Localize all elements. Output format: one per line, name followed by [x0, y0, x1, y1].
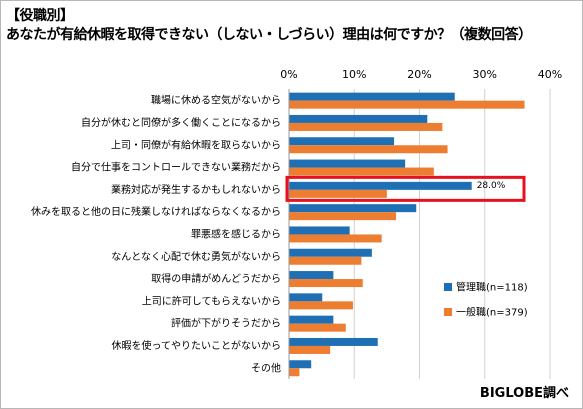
bar-general	[289, 122, 443, 131]
chart-title-line2: あなたが有給休暇を取得できない（しない・しづらい）理由は何ですか？（複数回答）	[6, 27, 532, 43]
bar-manager	[289, 204, 417, 213]
category-label: その他	[251, 361, 281, 374]
tick-label: 40%	[538, 68, 562, 81]
tick-label: 30%	[473, 68, 497, 81]
tick-label: 0%	[280, 68, 297, 81]
bar-manager	[289, 360, 312, 369]
tick-label: 20%	[407, 68, 431, 81]
bar-manager	[289, 181, 472, 190]
category-label: なんとなく心配で休む勇気がないから	[111, 250, 281, 263]
bar-general	[289, 368, 300, 377]
tick-label: 10%	[342, 68, 366, 81]
bar-manager	[289, 226, 350, 235]
bar-general	[289, 167, 434, 176]
category-label: 休暇を使ってやりたいことがないから	[112, 339, 282, 352]
bar-manager	[289, 315, 334, 324]
bar-manager	[289, 293, 323, 302]
bar-general	[289, 145, 448, 154]
bar-general	[289, 100, 525, 109]
category-label: 自分が休むと同僚が多く働くことになるから	[81, 116, 281, 129]
bar-general	[289, 323, 346, 332]
bar-manager	[289, 271, 334, 280]
bar-general	[289, 301, 353, 310]
category-label: 罪悪感を感じるから	[191, 227, 281, 240]
bar-manager	[289, 92, 455, 101]
bar-manager	[289, 137, 395, 146]
highlight-box	[285, 175, 526, 202]
chart-title-line1: 【役職別】	[6, 8, 74, 24]
bar-general	[289, 279, 363, 288]
category-label: 上司・同僚が有給休暇を取らないから	[111, 138, 281, 151]
bar-manager	[289, 248, 372, 257]
bar-manager	[289, 337, 378, 346]
legend-label: 一般職(n=379)	[456, 306, 528, 319]
category-label: 業務対応が発生するかもしれないから	[111, 183, 281, 196]
category-label: 取得の申請がめんどうだから	[151, 272, 281, 285]
source-label: BIGLOBE調べ	[480, 385, 569, 401]
bar-general	[289, 234, 382, 243]
bar-general	[289, 256, 362, 265]
data-label: 28.0%	[477, 181, 506, 191]
category-label: 自分で仕事をコントロールできない業務だから	[71, 161, 281, 174]
legend-label: 管理職(n=118)	[456, 281, 528, 294]
bar-general	[289, 212, 397, 221]
category-label: 上司に許可してもらえないから	[142, 294, 281, 307]
legend-swatch-manager	[444, 283, 452, 291]
bar-manager	[289, 114, 428, 123]
bar-general	[289, 189, 387, 198]
legend-swatch-general	[444, 308, 452, 316]
bar-general	[289, 345, 331, 354]
category-label: 職場に休める空気がないから	[151, 94, 281, 107]
category-label: 評価が下がりそうだから	[171, 317, 281, 330]
category-label: 休みを取ると他の日に残業しなければならなくなるから	[31, 205, 281, 218]
bar-manager	[289, 159, 406, 168]
